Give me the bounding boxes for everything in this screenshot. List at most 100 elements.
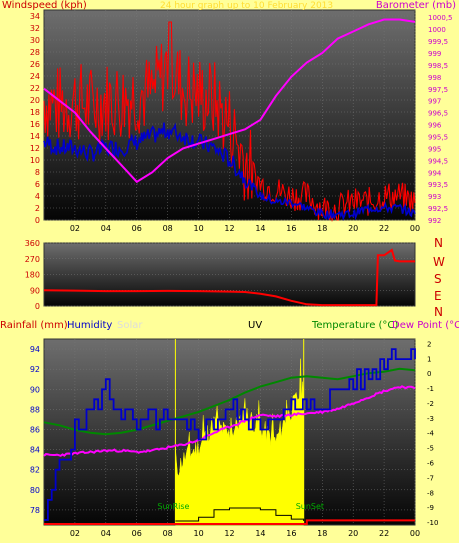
p3-x-tick: 02 [70,529,80,538]
p1-y-tick: 18 [30,108,40,117]
p3-y2-tick: -10 [427,519,438,527]
p1-y-tick: 24 [30,72,40,81]
p1-y-tick: 28 [30,48,40,57]
p3-x-tick: 14 [255,529,265,538]
p1-x-tick: 08 [163,224,173,233]
compass-e: E [434,289,442,303]
p3-sunset-label: SunSet [296,502,324,511]
p1-y-tick: 34 [30,12,40,21]
p1-y2-tick: 995 [428,145,441,153]
uv-header: UV [248,320,263,331]
p1-barometer-line [43,18,416,184]
p1-x-tick: 04 [101,224,111,233]
p1-y2-tick: 1000,5 [428,14,453,22]
p1-y2-tick: 992 [428,217,441,225]
p3-x-tick: 22 [379,529,389,538]
p1-x-tick: 06 [132,224,142,233]
p3-x-tick: 06 [132,529,142,538]
p1-x-tick: 12 [224,224,234,233]
p1-y2-tick: 998,5 [428,62,448,70]
p1-y2-tick: 997,5 [428,86,448,94]
windspeed-header: Windspeed (kph) [2,0,87,11]
p3-y-tick: 90 [30,385,40,394]
p1-x-tick: 20 [348,224,358,233]
p3-rain-line [44,519,415,525]
p1-y2-tick: 997 [428,98,441,106]
p1-x-tick: 00 [410,224,420,233]
p1-y2-tick: 999 [428,50,441,58]
p1-y-tick: 32 [30,24,40,33]
p1-x-tick: 14 [255,224,265,233]
p1-y-tick: 26 [30,60,40,69]
p1-y2-tick: 996 [428,122,442,130]
p1-x-tick: 22 [379,224,389,233]
p1-avg-line [43,122,416,222]
p3-y2-tick: -3 [427,415,434,423]
p1-x-tick: 10 [193,224,203,233]
p3-y-tick: 82 [30,466,40,475]
p3-y-tick: 92 [30,365,40,374]
barometer-header: Barometer (mb) [375,0,456,11]
compass-w: W [433,255,445,269]
p3-y2-tick: -2 [427,400,434,408]
p2-y-tick: 270 [25,255,40,264]
p1-y-tick: 8 [35,168,40,177]
dewpoint-header: Dew Point (°C) [392,320,459,331]
p3-x-tick: 08 [163,529,173,538]
p1-y-tick: 20 [30,96,40,105]
p2-y-tick: 180 [25,271,40,280]
solar-header: Solar [117,320,143,331]
p1-y-tick: 4 [35,192,40,201]
p3-y-tick: 94 [30,345,40,354]
compass-n-top: N [434,236,443,250]
rainfall-header: Rainfall (mm) [0,320,68,331]
p1-y-tick: 0 [35,216,40,225]
p1-y2-tick: 995,5 [428,133,448,141]
p3-y2-tick: -8 [427,489,434,497]
p3-y2-tick: -7 [427,474,434,482]
compass-n-bottom: N [434,305,443,319]
p1-x-tick: 18 [317,224,327,233]
p3-x-tick: 12 [224,529,234,538]
p1-y2-tick: 1000 [428,26,446,34]
p1-y-tick: 6 [35,180,40,189]
p3-y2-tick: -4 [427,430,435,438]
p3-sunrise-label: SunRise [157,502,189,511]
p1-y2-tick: 996,5 [428,110,448,118]
p1-y-tick: 30 [30,36,40,45]
temperature-header: Temperature (°C) [312,320,399,331]
p1-y-tick: 14 [30,132,40,141]
p1-y-tick: 12 [30,144,40,153]
compass-s: S [434,272,442,286]
p3-y2-tick: -1 [427,385,434,393]
p1-y2-tick: 993,5 [428,181,448,189]
p3-y2-tick: -5 [427,445,434,453]
p3-y-tick: 78 [30,506,40,515]
p1-y-tick: 22 [30,84,40,93]
p1-y2-tick: 999,5 [428,38,448,46]
p1-y-tick: 2 [35,204,40,213]
p1-y2-tick: 994 [428,169,442,177]
graph-title: 24 hour graph up to 10 February 2013 [160,1,334,11]
p1-x-tick: 16 [286,224,296,233]
p1-y2-tick: 994,5 [428,157,448,165]
p3-y2-tick: -6 [427,460,435,468]
p3-y2-tick: 0 [427,370,431,378]
p1-y2-tick: 998 [428,74,441,82]
p3-x-tick: 10 [193,529,203,538]
p3-uv-line [175,507,305,522]
p1-y2-tick: 993 [428,193,441,201]
p3-x-tick: 18 [317,529,327,538]
p3-humidity-line [44,348,416,521]
humidity-header: Humidity [67,320,113,331]
p3-x-tick: 00 [410,529,420,538]
p2-y-tick: 0 [35,302,40,311]
p1-gust-line [43,21,416,223]
p3-dewpoint-line [43,367,416,436]
p1-y2-tick: 992,5 [428,205,448,213]
p3-y2-tick: 2 [427,340,431,348]
p1-x-tick: 02 [70,224,80,233]
p3-x-tick: 16 [286,529,296,538]
p3-y-tick: 80 [30,486,40,495]
